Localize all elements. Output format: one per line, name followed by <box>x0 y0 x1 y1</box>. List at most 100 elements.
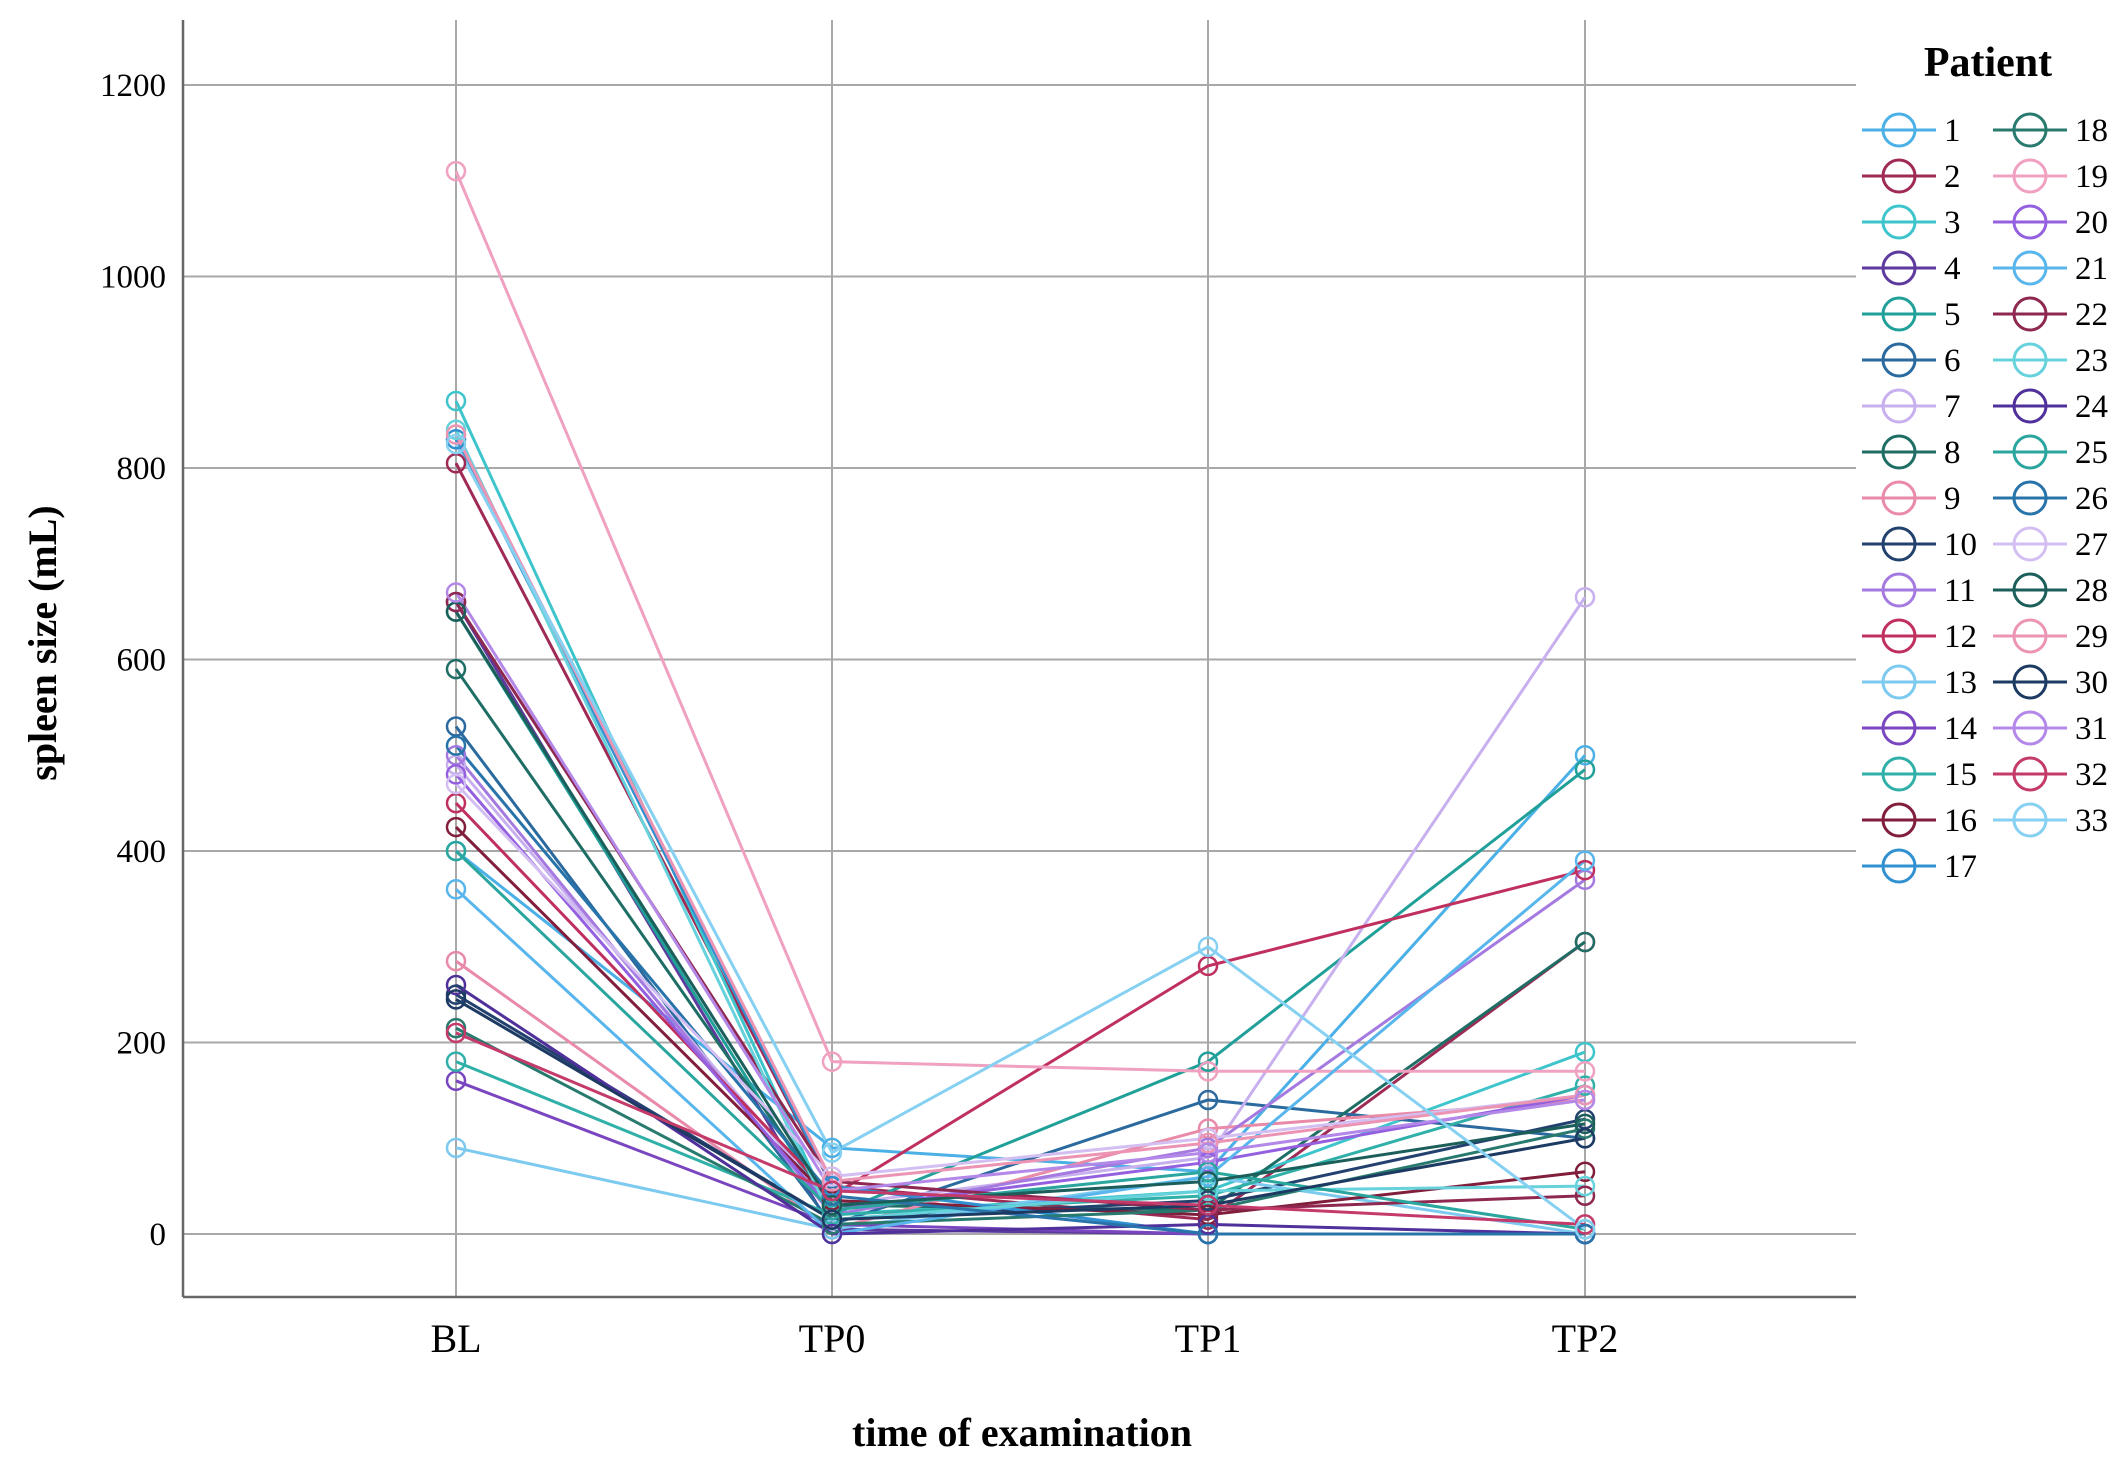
legend-label: 3 <box>1944 205 1961 241</box>
legend-marker-swatch <box>2012 480 2048 516</box>
y-tick-label: 200 <box>117 1026 167 1062</box>
legend-label: 33 <box>2075 803 2108 839</box>
data-point <box>821 1142 843 1163</box>
legend-label: 19 <box>2075 159 2108 195</box>
series-31 <box>454 591 1586 1193</box>
legend-item: 19 <box>1993 158 2108 195</box>
data-point <box>445 658 467 680</box>
legend-item: 9 <box>1862 480 1961 517</box>
legend-marker-swatch <box>2012 526 2048 562</box>
data-point <box>1574 1113 1596 1135</box>
data-point <box>1197 1132 1219 1154</box>
legend-marker-swatch <box>1881 112 1917 148</box>
legend-label: 2 <box>1944 159 1961 195</box>
series-12 <box>454 802 1586 1198</box>
legend-marker-swatch <box>1881 158 1917 194</box>
legend-marker-swatch <box>1881 526 1917 562</box>
series-25 <box>454 849 1586 1231</box>
series-28 <box>454 610 1586 1207</box>
series-line <box>454 400 1586 1217</box>
legend-item: 5 <box>1862 296 1961 333</box>
legend-marker-swatch <box>2012 434 2048 470</box>
legend-item: 28 <box>1993 572 2108 609</box>
legend-item: 8 <box>1862 434 1961 471</box>
series-line <box>454 433 1586 1183</box>
legend-marker-swatch <box>2012 710 2048 746</box>
data-point <box>445 591 467 613</box>
legend-item: 33 <box>1993 802 2108 839</box>
legend-label: 1 <box>1944 113 1961 149</box>
data-point <box>1197 1195 1219 1216</box>
series-line <box>455 1026 1586 1226</box>
data-point <box>1574 1075 1596 1096</box>
x-tick-label: TP2 <box>1552 1316 1619 1361</box>
series-8 <box>454 668 1586 1212</box>
data-point <box>1574 759 1596 780</box>
series-9 <box>455 959 1586 1231</box>
x-tick-label: TP1 <box>1175 1316 1242 1361</box>
series-18 <box>455 1026 1586 1226</box>
data-point <box>1574 859 1596 881</box>
series-line <box>454 429 1586 1222</box>
legend-label: 30 <box>2075 665 2108 701</box>
series-5 <box>454 610 1586 1217</box>
legend-marker-swatch <box>2012 388 2048 424</box>
data-point <box>445 582 467 603</box>
legend-marker-swatch <box>1881 802 1917 838</box>
legend-item: 4 <box>1862 250 1961 287</box>
data-point <box>1574 1161 1596 1183</box>
data-point <box>445 735 467 756</box>
legend-item: 3 <box>1862 204 1961 241</box>
series-line <box>454 849 1586 1231</box>
series-markers-19 <box>445 160 1596 1082</box>
legend-marker-swatch <box>1881 296 1917 332</box>
legend-marker-swatch <box>2012 158 2048 194</box>
y-tick-label: 1200 <box>100 68 166 104</box>
legend-label: 16 <box>1944 803 1977 839</box>
data-point <box>1574 850 1596 871</box>
legend-label: 23 <box>2075 343 2108 379</box>
legend-marker-swatch <box>1881 618 1917 654</box>
data-point <box>445 989 467 1010</box>
series-27 <box>454 782 1586 1179</box>
legend-label: 9 <box>1944 481 1961 517</box>
legend-marker-swatch <box>1881 848 1917 884</box>
legend-label: 5 <box>1944 297 1961 333</box>
legend-label: 7 <box>1944 389 1961 425</box>
legend-marker-swatch <box>2012 618 2048 654</box>
legend-item: 24 <box>1993 388 2108 425</box>
series-2 <box>454 462 1586 1222</box>
series-line <box>454 744 1585 1236</box>
data-point <box>445 424 467 445</box>
legend-item: 32 <box>1993 756 2108 793</box>
data-point <box>1197 936 1219 957</box>
data-point <box>821 1223 843 1245</box>
legend-label: 26 <box>2075 481 2108 517</box>
legend-item: 16 <box>1862 802 1977 839</box>
legend-marker-swatch <box>2012 572 2048 608</box>
series-markers-33 <box>445 433 1596 1240</box>
data-point <box>1197 1051 1219 1072</box>
series-22 <box>454 601 1586 1212</box>
series-line <box>454 170 1585 1073</box>
legend-label: 28 <box>2075 573 2108 609</box>
legend-item: 10 <box>1862 526 1977 563</box>
data-point <box>445 773 467 795</box>
series-line <box>455 959 1586 1231</box>
data-point <box>1574 1060 1596 1082</box>
data-point <box>445 390 467 412</box>
legend-label: 18 <box>2075 113 2108 149</box>
legend-item: 20 <box>1993 204 2108 241</box>
series-line <box>454 782 1586 1179</box>
legend-item: 22 <box>1993 296 2108 333</box>
data-point <box>1197 1089 1219 1111</box>
series-line <box>454 802 1586 1198</box>
y-tick-label: 1000 <box>100 260 166 296</box>
legend-label: 11 <box>1944 573 1976 609</box>
legend-label: 27 <box>2075 527 2108 563</box>
x-tick-label: BL <box>430 1316 481 1361</box>
series-line <box>454 754 1586 1217</box>
legend-item: 15 <box>1862 756 1977 793</box>
legend-item: 27 <box>1993 526 2108 563</box>
data-point <box>445 160 467 182</box>
